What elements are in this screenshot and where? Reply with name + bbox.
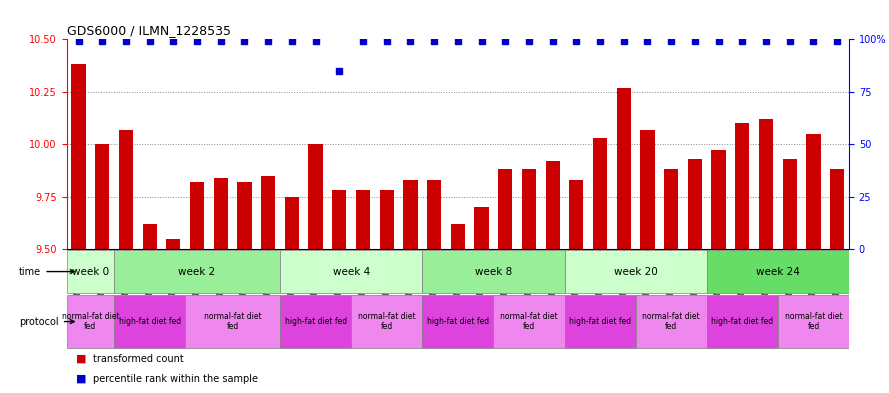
Bar [213, 178, 228, 249]
Bar [493, 295, 565, 348]
Text: week 20: week 20 [613, 266, 658, 277]
Text: high-fat diet fed: high-fat diet fed [427, 317, 489, 326]
Text: week 4: week 4 [332, 266, 370, 277]
Bar [640, 130, 654, 249]
Bar [119, 130, 133, 249]
Text: week 2: week 2 [179, 266, 216, 277]
Bar [451, 224, 465, 249]
Bar [422, 250, 565, 293]
Bar [114, 250, 280, 293]
Bar [114, 295, 185, 348]
Bar [664, 169, 678, 249]
Bar [475, 207, 489, 249]
Bar [356, 190, 370, 249]
Text: protocol: protocol [20, 317, 74, 327]
Bar [498, 169, 512, 249]
Bar [332, 190, 347, 249]
Text: normal-fat diet
fed: normal-fat diet fed [204, 312, 261, 331]
Bar [636, 295, 707, 348]
Bar [142, 224, 156, 249]
Bar [565, 250, 707, 293]
Bar [284, 196, 299, 249]
Bar [185, 295, 280, 348]
Bar [166, 239, 180, 249]
Bar [735, 123, 749, 249]
Bar [830, 169, 845, 249]
Bar [404, 180, 418, 249]
Text: high-fat diet fed: high-fat diet fed [569, 317, 631, 326]
Bar [778, 295, 849, 348]
Text: ■: ■ [76, 354, 86, 364]
Text: normal-fat diet
fed: normal-fat diet fed [643, 312, 700, 331]
Bar [569, 180, 583, 249]
Bar [759, 119, 773, 249]
Bar [782, 159, 797, 249]
Bar [351, 295, 422, 348]
Bar [427, 180, 441, 249]
Bar [237, 182, 252, 249]
Bar [190, 182, 204, 249]
Text: normal-fat diet
fed: normal-fat diet fed [358, 312, 415, 331]
Text: GDS6000 / ILMN_1228535: GDS6000 / ILMN_1228535 [67, 24, 230, 37]
Bar [95, 144, 109, 249]
Text: high-fat diet fed: high-fat diet fed [711, 317, 773, 326]
Bar [380, 190, 394, 249]
Text: time: time [20, 266, 74, 277]
Text: percentile rank within the sample: percentile rank within the sample [93, 374, 259, 384]
Bar [806, 134, 821, 249]
Bar [422, 295, 493, 348]
Bar [280, 250, 422, 293]
Text: transformed count: transformed count [93, 354, 184, 364]
Text: normal-fat diet
fed: normal-fat diet fed [61, 312, 119, 331]
Text: week 8: week 8 [475, 266, 512, 277]
Text: normal-fat diet
fed: normal-fat diet fed [501, 312, 557, 331]
Text: week 0: week 0 [72, 266, 109, 277]
Text: high-fat diet fed: high-fat diet fed [118, 317, 180, 326]
Bar [67, 295, 114, 348]
Text: ■: ■ [76, 374, 86, 384]
Bar [688, 159, 702, 249]
Bar [565, 295, 636, 348]
Text: normal-fat diet
fed: normal-fat diet fed [785, 312, 842, 331]
Bar [280, 295, 351, 348]
Text: high-fat diet fed: high-fat diet fed [284, 317, 347, 326]
Text: week 24: week 24 [756, 266, 800, 277]
Bar [617, 88, 631, 249]
Bar [522, 169, 536, 249]
Bar [707, 250, 849, 293]
Bar [71, 64, 85, 249]
Bar [308, 144, 323, 249]
Bar [67, 250, 114, 293]
Bar [711, 151, 725, 249]
Bar [593, 138, 607, 249]
Bar [546, 161, 560, 249]
Bar [707, 295, 778, 348]
Bar [261, 176, 276, 249]
